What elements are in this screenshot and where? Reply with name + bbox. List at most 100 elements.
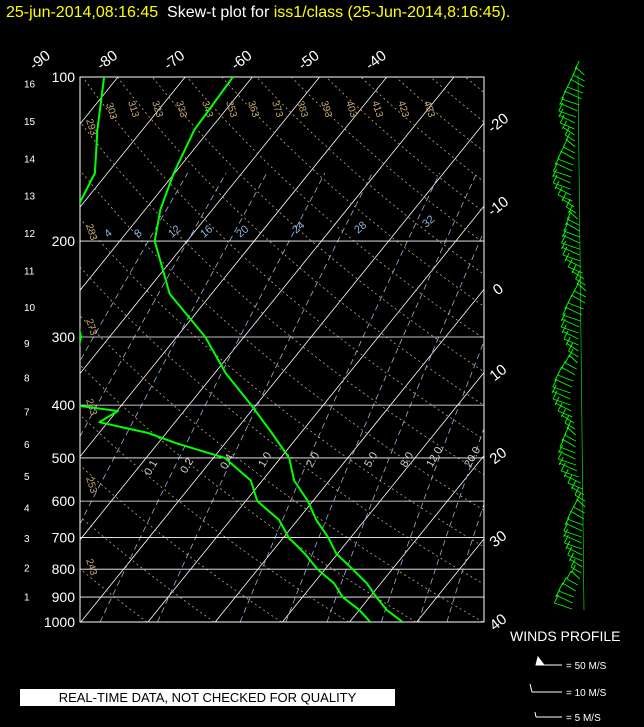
wind-barb — [571, 486, 585, 496]
wind-barb — [552, 174, 571, 184]
mixing-tick-lower: 5.0 — [362, 450, 380, 469]
wind-barb-flag — [567, 546, 573, 556]
wind-barb-flag — [552, 378, 558, 388]
wind-barb-flag — [560, 312, 566, 322]
adiabat-label: 423 — [395, 100, 411, 120]
wind-barb-flag — [557, 186, 563, 196]
height-tick-label: 11 — [24, 266, 35, 277]
mixing-ratio-line — [380, 340, 484, 622]
mixing-ratio-line — [157, 172, 373, 622]
mixing-label-upper: 16 — [198, 223, 215, 240]
right-temp-tick: 30 — [486, 527, 510, 551]
wind-barb-flag — [555, 588, 561, 598]
adiabat-label: 403 — [343, 100, 359, 120]
wind-barb-flag — [559, 438, 565, 448]
right-temp-label: 30 — [486, 527, 510, 551]
dry-adiabat-line — [80, 315, 484, 622]
wind-barb — [561, 366, 576, 376]
legend-barb-50 — [535, 655, 562, 666]
temperature-line — [153, 77, 404, 622]
adiabat-tick: 253 — [83, 476, 99, 496]
wind-barb — [567, 86, 584, 94]
wind-barb-flag — [571, 480, 576, 490]
wind-barb-flag — [564, 126, 570, 136]
wind-barb-flag — [566, 210, 572, 220]
wind-barb — [565, 362, 577, 370]
adiabat-tick: 273 — [83, 318, 99, 338]
isobars — [80, 76, 484, 623]
wind-barb — [567, 218, 580, 226]
wind-barb-flag — [574, 486, 580, 496]
wind-barb — [571, 294, 586, 304]
wind-barb-flag — [558, 456, 564, 466]
mixing-label-upper: 8 — [132, 227, 144, 240]
wind-barb-flag — [568, 348, 574, 358]
wind-barb — [560, 122, 575, 130]
mixing-tick: 8 — [132, 227, 144, 240]
dry-adiabat-line — [80, 266, 484, 585]
height-tick-label: 10 — [24, 303, 36, 314]
adiabat-label: 333 — [173, 100, 189, 120]
top-temp-tick: -40 — [362, 47, 390, 74]
wind-barb — [564, 258, 582, 268]
mixing-tick-lower: 0.2 — [178, 456, 196, 475]
dry-adiabat-line — [80, 414, 349, 622]
adiabat-tick: 293 — [83, 118, 99, 138]
wind-barb-flag — [565, 198, 571, 208]
mixing-label-lower: 12.0 — [424, 445, 445, 470]
wind-barb — [561, 414, 575, 424]
height-tick-label: 13 — [24, 192, 36, 203]
adiabat-label: 273 — [83, 318, 99, 338]
winds-profile-title: WINDS PROFILE — [510, 628, 621, 644]
wind-barb-flag — [562, 120, 567, 130]
wind-barb-flag — [561, 234, 566, 244]
right-temp-label: 20 — [486, 444, 510, 468]
isotherm-line — [80, 77, 320, 375]
chart-title: 25-jun-2014,08:16:45 Skew-t plot for iss… — [6, 4, 510, 22]
dry-adiabat-line — [80, 464, 282, 622]
wind-barb-flag — [554, 180, 560, 190]
right-temp-tick: 40 — [486, 611, 510, 635]
top-temp-label: -50 — [295, 47, 323, 74]
wind-barb-flag — [568, 204, 574, 214]
wind-barb — [576, 282, 587, 292]
legend-5: = 5 M/S — [566, 713, 601, 724]
wind-barb — [564, 434, 576, 442]
isotherm-line — [282, 371, 484, 622]
adiabat-tick: 303 — [103, 102, 119, 122]
wind-barb-flag — [567, 474, 573, 484]
wind-barb — [562, 314, 581, 322]
height-tick-label: 7 — [24, 407, 30, 418]
mixing-label-upper: 32 — [420, 213, 437, 230]
wind-barb — [557, 410, 573, 418]
mixing-tick-lower: 12.0 — [424, 445, 445, 470]
wind-barb-flag — [552, 168, 558, 178]
axis-labels: 1002003004005006007008009001000123456789… — [24, 47, 513, 635]
mixing-tick: 28 — [352, 219, 369, 236]
wind-barb — [554, 602, 573, 610]
top-temp-label: -80 — [93, 47, 121, 74]
wind-barb — [562, 254, 581, 262]
wind-barb — [567, 302, 584, 310]
dry-adiabat-line — [395, 77, 484, 152]
adiabat-label: 373 — [269, 100, 285, 120]
right-temp-label: -10 — [485, 193, 513, 220]
height-tick-label: 15 — [24, 117, 36, 128]
mixing-label-lower: 20.0 — [462, 445, 483, 470]
wind-barb — [561, 318, 580, 328]
wind-barb-flag — [560, 462, 566, 472]
wind-barb — [562, 126, 575, 136]
wind-barb — [565, 134, 576, 142]
wind-barb-flag — [565, 336, 571, 346]
top-temp-label: -70 — [161, 47, 189, 74]
pressure-tick-label: 600 — [52, 493, 76, 509]
wind-barb-flag — [566, 420, 572, 430]
wind-barb — [568, 266, 583, 274]
adiabat-tick: 323 — [149, 100, 165, 120]
wind-barb-flag — [575, 270, 580, 280]
height-tick-label: 6 — [24, 440, 30, 451]
dewpoint-line — [80, 77, 372, 622]
adiabat-label: 393 — [318, 100, 334, 120]
wind-barb-flag — [561, 324, 567, 334]
adiabat-tick: 333 — [173, 100, 189, 120]
